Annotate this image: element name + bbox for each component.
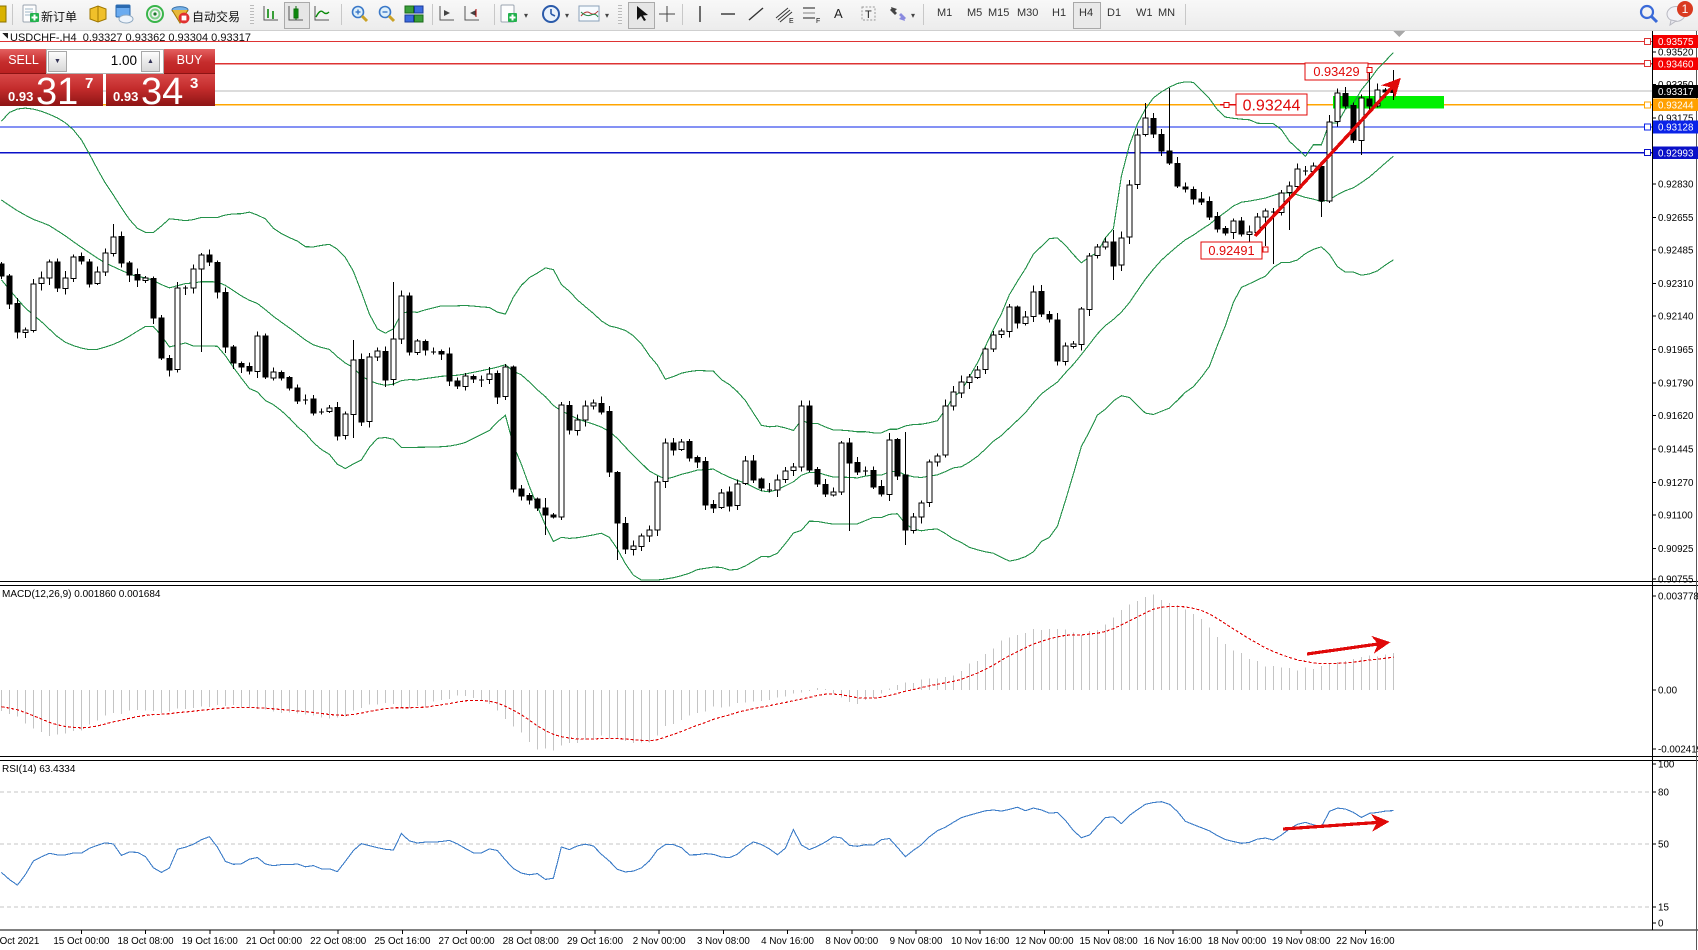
svg-text:MACD(12,26,9) 0.001860 0.00168: MACD(12,26,9) 0.001860 0.001684 [2, 589, 161, 600]
svg-text:15 Nov 08:00: 15 Nov 08:00 [1079, 936, 1138, 947]
svg-text:1: 1 [1682, 2, 1689, 16]
svg-text:0.93520: 0.93520 [1658, 47, 1694, 58]
svg-text:28 Oct 08:00: 28 Oct 08:00 [503, 936, 560, 947]
svg-text:50: 50 [1658, 839, 1669, 850]
svg-text:2 Nov 00:00: 2 Nov 00:00 [633, 936, 686, 947]
svg-text:21 Oct 00:00: 21 Oct 00:00 [246, 936, 303, 947]
svg-text:0.92140: 0.92140 [1658, 311, 1694, 322]
svg-text:0.93429: 0.93429 [1313, 64, 1359, 79]
svg-text:29 Oct 16:00: 29 Oct 16:00 [567, 936, 624, 947]
svg-text:T: T [865, 9, 872, 21]
svg-text:0.93128: 0.93128 [1658, 123, 1694, 134]
svg-text:19 Oct 16:00: 19 Oct 16:00 [182, 936, 239, 947]
svg-text:0.92491: 0.92491 [1208, 243, 1254, 258]
svg-text:0.90755: 0.90755 [1658, 574, 1694, 585]
svg-text:15 Oct 00:00: 15 Oct 00:00 [53, 936, 110, 947]
svg-text:0.93244: 0.93244 [1658, 100, 1694, 111]
svg-text:0.91790: 0.91790 [1658, 378, 1694, 389]
svg-text:RSI(14) 63.4334: RSI(14) 63.4334 [2, 764, 76, 775]
svg-text:4 Nov 16:00: 4 Nov 16:00 [761, 936, 814, 947]
svg-text:0.92485: 0.92485 [1658, 245, 1694, 256]
svg-text:0.93575: 0.93575 [1658, 37, 1694, 48]
svg-text:0.91270: 0.91270 [1658, 478, 1694, 489]
svg-text:25 Oct 16:00: 25 Oct 16:00 [374, 936, 431, 947]
svg-text:0.92993: 0.92993 [1658, 148, 1694, 159]
svg-text:0.92655: 0.92655 [1658, 213, 1694, 224]
svg-text:0.91100: 0.91100 [1658, 510, 1693, 521]
svg-text:E: E [789, 18, 794, 24]
svg-text:15: 15 [1658, 902, 1669, 913]
svg-text:-0.002419: -0.002419 [1658, 744, 1698, 755]
svg-text:22 Oct 08:00: 22 Oct 08:00 [310, 936, 367, 947]
svg-text:0.93244: 0.93244 [1243, 97, 1301, 114]
svg-text:80: 80 [1658, 787, 1669, 798]
svg-text:F: F [816, 18, 820, 24]
svg-text:10 Nov 16:00: 10 Nov 16:00 [951, 936, 1010, 947]
svg-text:19 Nov 08:00: 19 Nov 08:00 [1272, 936, 1331, 947]
svg-text:0: 0 [1658, 918, 1664, 929]
svg-text:0.00: 0.00 [1658, 685, 1678, 696]
svg-text:3 Nov 08:00: 3 Nov 08:00 [697, 936, 750, 947]
svg-text:14 Oct 2021: 14 Oct 2021 [0, 936, 39, 947]
svg-text:12 Nov 00:00: 12 Nov 00:00 [1015, 936, 1074, 947]
svg-text:0.91445: 0.91445 [1658, 444, 1694, 455]
svg-text:0.93460: 0.93460 [1658, 59, 1694, 70]
svg-text:0.92830: 0.92830 [1658, 179, 1694, 190]
svg-text:27 Oct 00:00: 27 Oct 00:00 [439, 936, 496, 947]
svg-text:8 Nov 00:00: 8 Nov 00:00 [825, 936, 878, 947]
svg-text:0.003778: 0.003778 [1658, 591, 1698, 602]
svg-text:0.92310: 0.92310 [1658, 279, 1694, 290]
svg-text:0.91965: 0.91965 [1658, 345, 1694, 356]
svg-text:USDCHF-.H4 0.93327 0.93362 0.: USDCHF-.H4 0.93327 0.93362 0.93304 0.933… [10, 32, 251, 44]
svg-text:100: 100 [1658, 759, 1675, 770]
svg-text:18 Oct 08:00: 18 Oct 08:00 [118, 936, 175, 947]
svg-text:9 Nov 08:00: 9 Nov 08:00 [890, 936, 943, 947]
svg-text:0.93317: 0.93317 [1658, 87, 1693, 98]
svg-text:18 Nov 00:00: 18 Nov 00:00 [1208, 936, 1267, 947]
svg-text:22 Nov 16:00: 22 Nov 16:00 [1336, 936, 1395, 947]
svg-text:16 Nov 16:00: 16 Nov 16:00 [1144, 936, 1203, 947]
svg-text:0.93175: 0.93175 [1658, 113, 1694, 124]
svg-text:0.90925: 0.90925 [1658, 544, 1694, 555]
svg-text:0.91620: 0.91620 [1658, 411, 1694, 422]
